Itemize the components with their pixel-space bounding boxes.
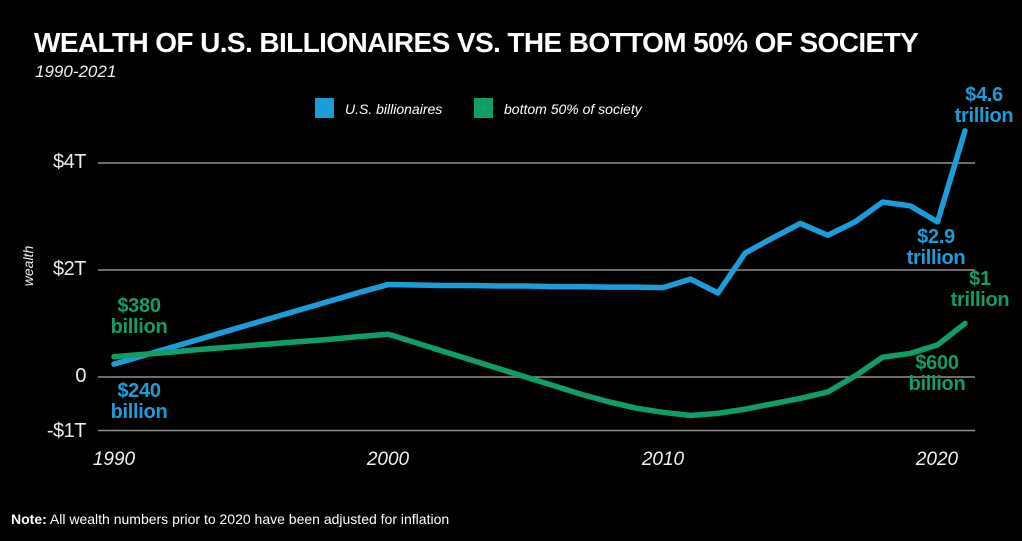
line-series-bottom50 xyxy=(111,320,968,419)
annotation-value: $380 xyxy=(117,295,161,317)
annotation-value: $600 xyxy=(915,352,959,374)
y-tick-2t: $2T xyxy=(53,258,86,280)
legend-swatch-bottom50 xyxy=(474,98,493,118)
footnote-prefix: Note: xyxy=(11,511,47,527)
annotation-value: $4.6 xyxy=(965,84,1003,106)
legend-label-bottom50: bottom 50% of society xyxy=(504,101,642,117)
annotation-billionaires-1990: $240 billion xyxy=(79,381,199,423)
page-title: WEALTH OF U.S. BILLIONAIRES VS. THE BOTT… xyxy=(34,27,919,58)
x-tick-2020: 2020 xyxy=(915,449,959,470)
annotation-unit: billion xyxy=(110,401,168,423)
footnote-text: All wealth numbers prior to 2020 have be… xyxy=(46,511,450,527)
annotation-bottom50-1990: $380 billion xyxy=(79,296,199,338)
page-subtitle: 1990-2021 xyxy=(35,62,117,81)
y-tick-0: 0 xyxy=(75,365,86,387)
legend-label-billionaires: U.S. billionaires xyxy=(345,101,443,117)
annotation-value: $2.9 xyxy=(917,226,955,248)
y-tick-4t: $4T xyxy=(53,151,86,173)
annotation-unit: billion xyxy=(908,373,966,395)
annotation-value: $1 xyxy=(969,268,991,290)
annotation-bottom50-2020: $600 billion xyxy=(877,353,997,395)
x-tick-2000: 2000 xyxy=(366,449,410,470)
annotation-billionaires-2021: $4.6 trillion xyxy=(924,85,1022,127)
annotation-billionaires-2020: $2.9 trillion xyxy=(876,227,996,269)
annotation-unit: trillion xyxy=(950,289,1010,311)
annotation-unit: trillion xyxy=(906,247,966,269)
annotation-bottom50-2021: $1 trillion xyxy=(920,269,1022,311)
line-series-billionaires xyxy=(111,128,968,367)
annotation-unit: trillion xyxy=(954,105,1014,127)
y-tick-neg1t: -$1T xyxy=(46,420,87,442)
annotation-unit: billion xyxy=(110,316,168,338)
x-tick-2010: 2010 xyxy=(641,449,685,470)
x-tick-1990: 1990 xyxy=(92,449,136,470)
footnote: Note: All wealth numbers prior to 2020 h… xyxy=(11,511,449,527)
annotation-value: $240 xyxy=(117,380,161,402)
legend-swatch-billionaires xyxy=(315,98,334,118)
